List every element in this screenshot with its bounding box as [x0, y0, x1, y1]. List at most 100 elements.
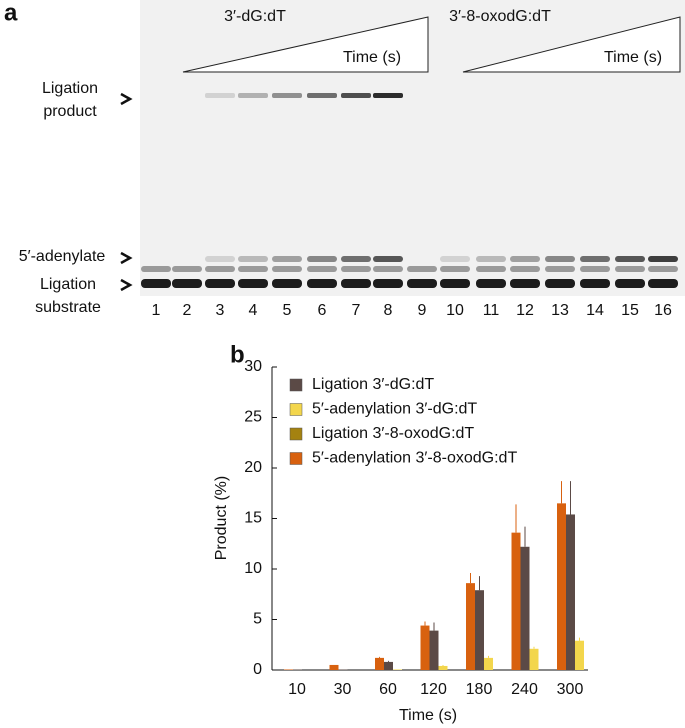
- x-tick-label: 30: [334, 681, 352, 698]
- y-tick-label: 15: [244, 510, 262, 527]
- x-tick-label: 300: [557, 681, 584, 698]
- gel-band: [373, 279, 403, 288]
- gel-band: [307, 279, 337, 288]
- bar: [329, 664, 339, 670]
- bar: [484, 657, 493, 670]
- bar: [420, 625, 430, 670]
- gel-band: [615, 279, 645, 288]
- y-tick-label: 5: [253, 611, 262, 628]
- bar: [429, 630, 439, 670]
- lane-number: 4: [249, 302, 258, 319]
- gel-band: [172, 279, 202, 288]
- x-axis-label: Time (s): [399, 707, 457, 724]
- gel-band: [373, 93, 403, 98]
- gel-band: [510, 279, 540, 288]
- y-tick-label: 25: [244, 409, 262, 426]
- gel-band: [476, 266, 506, 272]
- gel-band: [141, 279, 171, 288]
- x-tick-label: 120: [420, 681, 447, 698]
- gel-band: [341, 256, 371, 262]
- bar: [393, 669, 402, 670]
- gel-band: [307, 256, 337, 262]
- legend-label: Ligation 3′-dG:dT: [312, 376, 434, 393]
- gel-band: [341, 93, 371, 98]
- gel-band: [476, 279, 506, 288]
- lane-number: 14: [586, 302, 604, 319]
- gel-band: [440, 279, 470, 288]
- gel-band: [545, 279, 575, 288]
- bar: [511, 532, 521, 670]
- legend-label: 5′-adenylation 3′-dG:dT: [312, 401, 477, 418]
- gel-band: [580, 279, 610, 288]
- x-tick-label: 60: [379, 681, 397, 698]
- legend-swatch: [289, 427, 303, 441]
- lane-number: 1: [152, 302, 161, 319]
- bar: [293, 669, 302, 670]
- gel-band: [272, 266, 302, 272]
- bar: [284, 669, 293, 670]
- lane-number: 6: [318, 302, 327, 319]
- lane-number: 12: [516, 302, 534, 319]
- gel-band: [341, 266, 371, 272]
- lane-number: 11: [483, 302, 500, 319]
- lane-number: 9: [418, 302, 427, 319]
- band-arrows: [120, 92, 133, 292]
- gel-band: [272, 93, 302, 98]
- gel-band: [510, 256, 540, 262]
- gel-band: [615, 266, 645, 272]
- lane-number: 15: [621, 302, 639, 319]
- legend-swatch: [289, 452, 303, 465]
- gel-band: [341, 279, 371, 288]
- bar: [466, 583, 475, 670]
- gel-band: [648, 266, 678, 272]
- gel-band: [510, 266, 540, 272]
- gel-band: [476, 256, 506, 262]
- bar: [520, 546, 530, 670]
- lane-number: 8: [384, 302, 393, 319]
- gel-band: [580, 266, 610, 272]
- gel-band: [205, 266, 235, 272]
- gel-band: [440, 256, 470, 262]
- band-label: substrate: [35, 299, 101, 316]
- gel-band: [172, 266, 202, 272]
- legend-swatch: [289, 378, 303, 392]
- y-tick-label: 20: [244, 459, 262, 476]
- bar: [438, 665, 448, 670]
- panel-label: a: [4, 0, 18, 26]
- gel-band: [238, 266, 268, 272]
- time-wedge: [462, 16, 681, 73]
- gel-band: [205, 279, 235, 288]
- bar: [566, 514, 575, 670]
- gel-band: [272, 256, 302, 262]
- gel-band: [205, 256, 235, 262]
- gel-band: [648, 279, 678, 288]
- time-label: Time (s): [604, 49, 662, 66]
- legend-label: 5′-adenylation 3′-8-oxodG:dT: [312, 450, 517, 467]
- panel-label: b: [230, 341, 245, 368]
- legend-label: Ligation 3′-8-oxodG:dT: [312, 425, 474, 442]
- gel-band: [272, 279, 302, 288]
- lane-number: 3: [216, 302, 225, 319]
- gel-band: [648, 256, 678, 262]
- gel-band: [407, 279, 437, 288]
- gel-band: [373, 256, 403, 262]
- gel-band: [615, 256, 645, 262]
- bar: [384, 661, 393, 670]
- gel-band: [238, 256, 268, 262]
- y-axis-label: Product (%): [213, 476, 230, 560]
- x-tick-label: 240: [511, 681, 538, 698]
- gel-band: [238, 93, 268, 98]
- band-label: Ligation: [42, 80, 98, 97]
- y-tick-label: 0: [253, 661, 262, 678]
- gel-band: [407, 266, 437, 272]
- band-label: product: [43, 103, 97, 120]
- y-tick-label: 30: [244, 358, 262, 375]
- lane-number: 7: [352, 302, 361, 319]
- bar: [475, 590, 484, 670]
- time-wedge: [182, 16, 429, 73]
- gel-band: [205, 93, 235, 98]
- gel-band: [141, 266, 171, 272]
- bar: [529, 648, 539, 670]
- condition-title: 3′-dG:dT: [224, 8, 286, 25]
